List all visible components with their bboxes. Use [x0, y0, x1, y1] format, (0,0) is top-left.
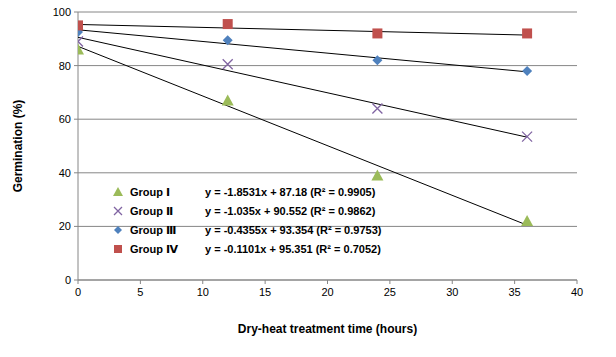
x-tick-label: 25 — [384, 286, 396, 298]
point — [222, 94, 234, 105]
point — [78, 36, 83, 46]
point — [521, 215, 533, 226]
grid-line — [78, 12, 577, 13]
trendline — [78, 30, 527, 72]
x-tick — [202, 280, 203, 284]
x-tick — [140, 280, 141, 284]
x-tick-label: 40 — [571, 286, 583, 298]
point — [223, 35, 233, 45]
x-tick-label: 0 — [75, 286, 81, 298]
point — [372, 28, 382, 38]
x-tick — [514, 280, 515, 284]
chart: 0 20 40 60 80 100 0 5 10 15 20 25 30 35 40 Dry-heat tre… — [0, 0, 616, 357]
trendline — [78, 37, 527, 137]
legend-label: Group Ⅰ — [130, 186, 170, 198]
x-tick — [78, 280, 79, 284]
grid-line — [78, 65, 577, 66]
point — [522, 66, 532, 76]
background — [0, 0, 616, 357]
x-tick-label: 15 — [259, 286, 271, 298]
x-tick-label: 5 — [137, 286, 143, 298]
point — [223, 19, 233, 29]
legend-marker — [114, 207, 122, 215]
point — [522, 28, 532, 38]
point — [371, 169, 383, 180]
x-tick — [265, 280, 266, 284]
point — [223, 59, 233, 69]
x-tick-label: 10 — [197, 286, 209, 298]
x-tick — [452, 280, 453, 284]
y-tick — [74, 172, 78, 173]
trendline-equation: y = -1.035x + 90.552 (R² = 0.9862) — [205, 205, 376, 217]
y-tick — [74, 119, 78, 120]
grid-line — [78, 119, 577, 120]
trendline — [78, 24, 527, 35]
plot-marks — [78, 19, 533, 226]
legend-symbol — [113, 187, 123, 196]
y-tick-label: 60 — [59, 113, 71, 125]
x-tick — [577, 280, 578, 284]
point — [372, 103, 382, 113]
x-tick-label: 20 — [321, 286, 333, 298]
y-tick — [74, 226, 78, 227]
x-tick — [389, 280, 390, 284]
legend-marker — [114, 226, 122, 234]
legend-label: Group Ⅳ — [130, 243, 179, 255]
legend-symbol — [114, 245, 122, 253]
x-tick-label: 30 — [446, 286, 458, 298]
grid-line — [78, 280, 577, 281]
legend-marker — [113, 187, 123, 196]
trendline — [78, 46, 527, 225]
x-tick-label: 35 — [509, 286, 521, 298]
trendline-equation: y = -1.8531x + 87.18 (R² = 0.9905) — [205, 186, 376, 198]
legend-label: Group Ⅱ — [130, 205, 173, 217]
legend-marker — [114, 245, 122, 253]
legend-symbol — [114, 226, 122, 234]
y-tick-label: 0 — [65, 274, 71, 286]
legend-label: Group Ⅲ — [130, 224, 176, 236]
trendline-equation: y = -0.4355x + 93.354 (R² = 0.9753) — [205, 224, 382, 236]
grid-line — [78, 172, 577, 173]
x-tick — [327, 280, 328, 284]
y-tick-label: 20 — [59, 220, 71, 232]
y-tick — [74, 12, 78, 13]
legend: Group Ⅰ y = -1.8531x + 87.18 (R² = 0.9905… — [113, 186, 382, 255]
point — [78, 20, 83, 30]
x-axis-title: Dry-heat treatment time (hours) — [238, 322, 417, 336]
y-tick-label: 100 — [53, 6, 71, 18]
point — [372, 55, 382, 65]
y-tick-label: 80 — [59, 60, 71, 72]
point — [522, 132, 532, 142]
y-tick-label: 40 — [59, 167, 71, 179]
y-tick — [74, 280, 78, 281]
y-tick — [74, 65, 78, 66]
x-axis — [78, 280, 577, 281]
trendline-equation: y = -0.1101x + 95.351 (R² = 0.7052) — [205, 243, 381, 255]
legend-symbol — [114, 207, 122, 215]
y-axis-title: Germination (%) — [11, 100, 25, 193]
